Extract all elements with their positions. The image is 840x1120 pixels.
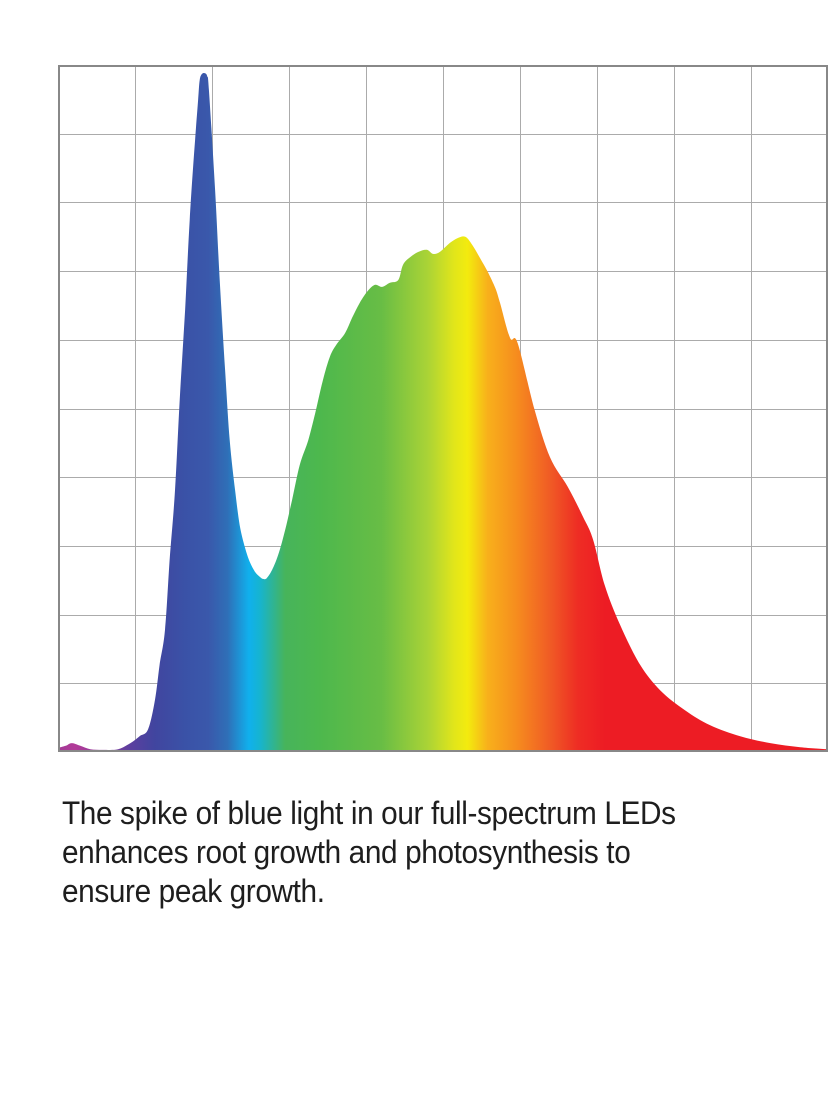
caption-text: The spike of blue light in our full-spec… [62,795,676,909]
chart-plot-area [58,65,828,752]
spectrum-area [58,72,828,752]
chart-frame [58,65,828,752]
spectrum-chart [58,65,828,752]
